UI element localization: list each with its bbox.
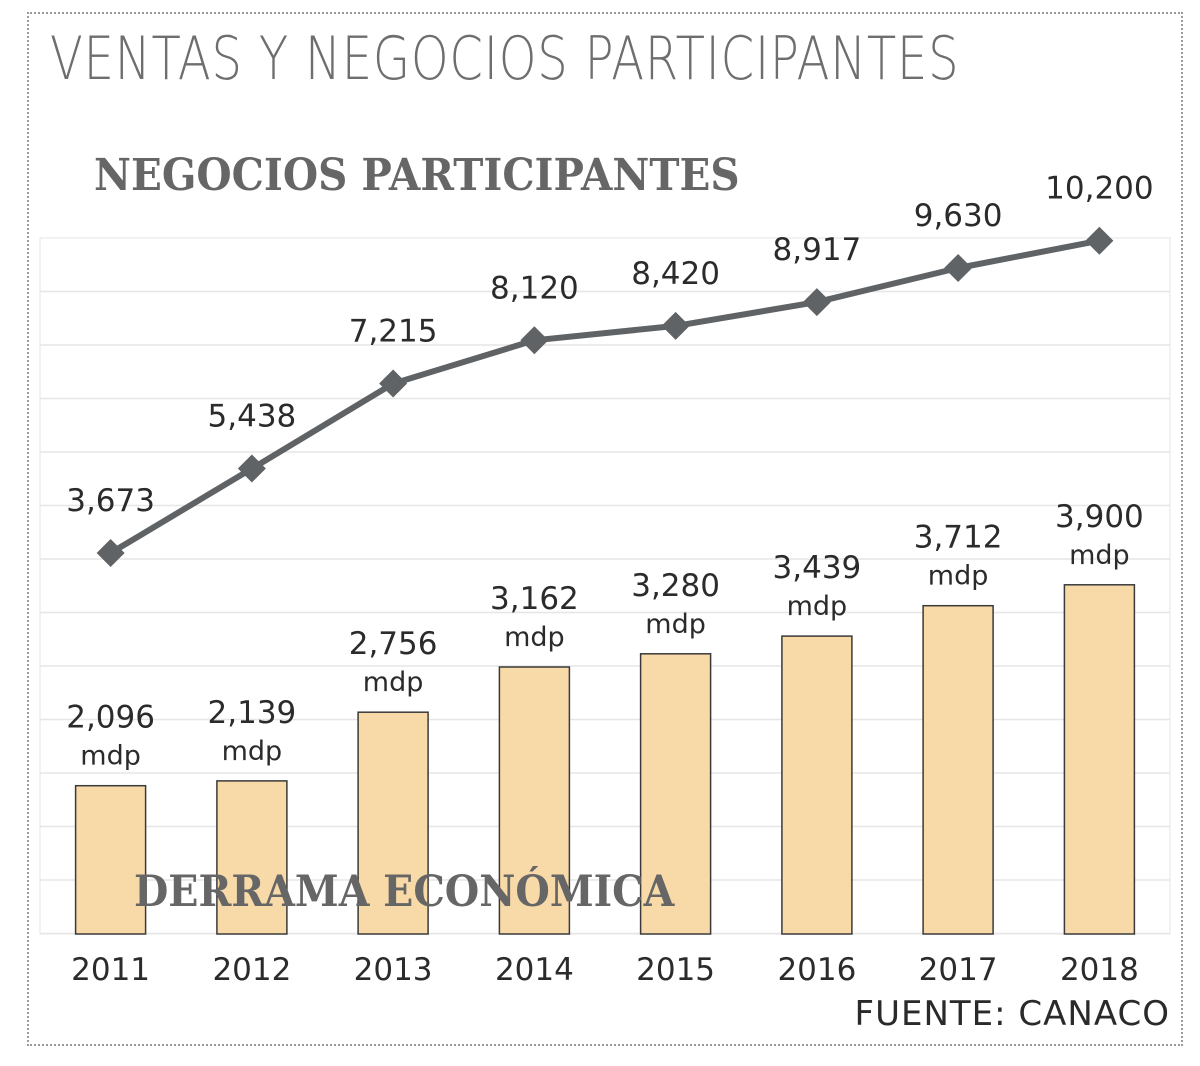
series-line	[109, 237, 1100, 556]
plot-area	[39, 237, 1171, 935]
bar-series-heading: DERRAMA ECONÓMICA	[134, 867, 675, 917]
line-marker	[1085, 226, 1114, 255]
bar-unit-label: mdp	[787, 591, 848, 622]
line-series	[96, 226, 1114, 567]
bar	[357, 711, 429, 935]
line-value-label: 9,630	[914, 198, 1003, 234]
bar	[922, 604, 994, 935]
bar-value-label: 3,900	[1055, 499, 1144, 535]
x-tick-label: 2015	[636, 952, 715, 988]
x-tick-label: 2016	[777, 952, 856, 988]
bar-value-label: 3,280	[631, 568, 720, 604]
line-value-label: 10,200	[1045, 171, 1153, 207]
bar	[498, 666, 571, 935]
bar-value-label: 2,756	[349, 626, 438, 662]
bar-unit-label: mdp	[645, 609, 706, 640]
bar-unit-label: mdp	[1069, 540, 1130, 571]
line-marker	[379, 369, 408, 398]
bar-value-label: 3,439	[773, 550, 862, 586]
x-tick-label: 2013	[354, 952, 433, 988]
data-labels: 2,096 mdp 2,139 mdp 2,756 mdp 3,162 mdp 3,280 mdp…	[66, 171, 1153, 772]
bar-value-label: 3,162	[490, 581, 579, 617]
line-marker	[96, 539, 125, 567]
bar	[1063, 584, 1136, 935]
x-tick-label: 2012	[212, 952, 291, 988]
line-value-label: 7,215	[349, 314, 438, 350]
bar-series	[74, 584, 1136, 935]
bar-value-label: 2,096	[66, 700, 155, 736]
bar-unit-label: mdp	[928, 561, 989, 592]
source-note: FUENTE: CANACO	[854, 994, 1170, 1034]
bar	[781, 635, 853, 935]
bar-unit-label: mdp	[80, 741, 141, 772]
bar	[639, 653, 712, 935]
bar-unit-label: mdp	[363, 667, 424, 698]
bar-value-label: 2,139	[208, 695, 297, 731]
x-tick-label: 2014	[495, 952, 574, 988]
bar-value-label: 3,712	[914, 520, 1003, 556]
x-tick-label: 2011	[71, 952, 150, 988]
line-value-label: 3,673	[66, 483, 155, 519]
line-value-label: 8,420	[631, 256, 720, 292]
line-marker	[802, 288, 831, 317]
line-marker	[520, 326, 549, 355]
line-series-heading: NEGOCIOS PARTICIPANTES	[94, 150, 740, 201]
x-tick-label: 2017	[919, 952, 998, 988]
x-axis: 2011 2012 2013 2014 2015 2016 2017 2018	[71, 952, 1139, 988]
chart-title: VENTAS Y NEGOCIOS PARTICIPANTES	[50, 24, 960, 94]
line-value-label: 8,120	[490, 270, 579, 306]
bar	[216, 780, 288, 935]
bar-unit-label: mdp	[222, 736, 283, 767]
line-marker	[661, 311, 690, 340]
line-value-label: 8,917	[773, 232, 862, 268]
chart-frame	[27, 12, 1183, 1046]
bar-unit-label: mdp	[504, 622, 565, 653]
x-tick-label: 2018	[1060, 952, 1139, 988]
line-marker	[237, 454, 266, 483]
line-marker	[944, 254, 973, 283]
line-value-label: 5,438	[208, 399, 297, 435]
bar	[74, 784, 147, 935]
